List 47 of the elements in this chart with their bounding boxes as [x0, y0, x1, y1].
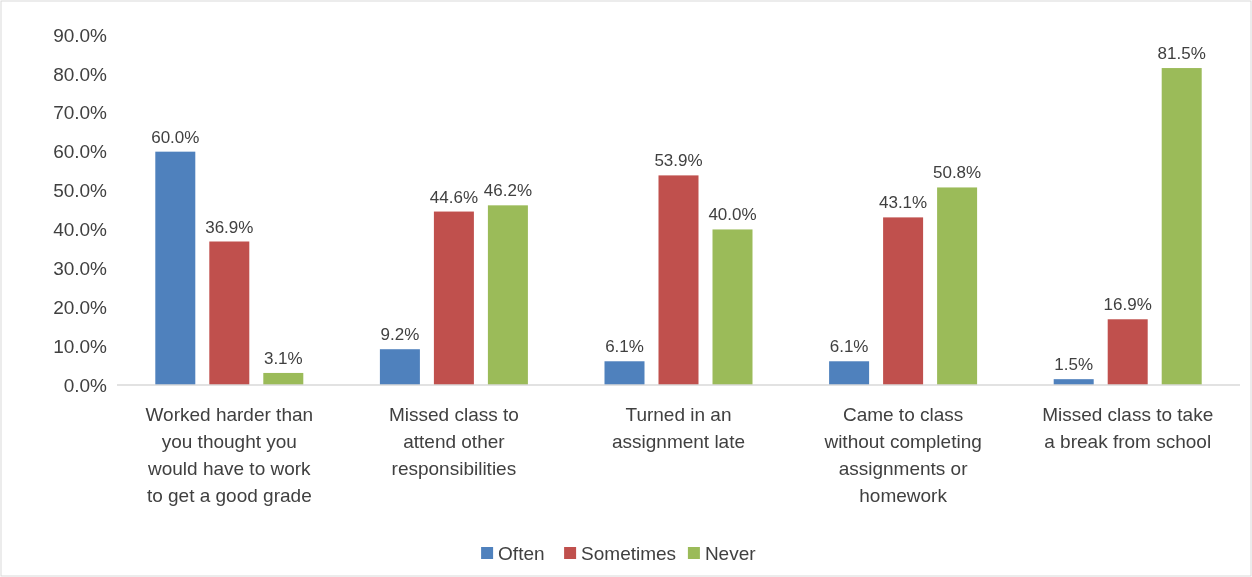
bar: [604, 361, 645, 385]
data-label: 44.6%: [429, 187, 478, 207]
y-tick-label: 60.0%: [53, 141, 108, 163]
legend-label: Often: [498, 542, 545, 564]
data-label: 60.0%: [151, 127, 200, 147]
data-label: 6.1%: [829, 337, 869, 357]
data-label: 16.9%: [1103, 295, 1152, 315]
bar: [829, 361, 870, 385]
bar: [487, 205, 528, 385]
bar: [155, 151, 196, 385]
x-tick-label: Worked harder than you thought you would have to work to get a good grade: [145, 404, 314, 506]
data-label: 46.2%: [483, 181, 532, 201]
bar: [1161, 68, 1202, 385]
data-label: 1.5%: [1054, 355, 1094, 375]
bar: [937, 187, 978, 385]
bar: [433, 211, 474, 385]
y-tick-label: 70.0%: [53, 102, 108, 124]
data-label: 6.1%: [605, 337, 644, 357]
data-label: 81.5%: [1157, 44, 1206, 64]
y-tick-label: 90.0%: [53, 24, 108, 46]
y-tick-label: 20.0%: [53, 296, 108, 318]
y-tick-label: 80.0%: [53, 63, 108, 85]
bar: [209, 241, 250, 385]
data-label: 43.1%: [879, 193, 928, 213]
x-tick-label: Turned in an assignment late: [611, 404, 746, 452]
bar: [658, 175, 699, 385]
x-tick-label: Came to class without completing assignments or homework: [823, 404, 982, 506]
data-label: 53.9%: [654, 151, 703, 171]
bar: [712, 229, 753, 385]
x-tick-label: Missed class to take a break from school: [1042, 404, 1214, 452]
y-tick-label: 10.0%: [53, 335, 108, 357]
data-label: 50.8%: [933, 163, 982, 183]
data-label: 9.2%: [380, 325, 420, 345]
y-tick-label: 40.0%: [53, 219, 108, 241]
x-tick-label: Missed class to attend other responsibilities: [388, 404, 519, 479]
y-tick-label: 50.0%: [53, 180, 108, 202]
bar: [379, 349, 420, 385]
data-label: 36.9%: [205, 217, 254, 237]
bar: [883, 217, 924, 385]
bar: [263, 372, 304, 385]
bar: [1107, 319, 1148, 385]
y-tick-label: 0.0%: [63, 374, 108, 396]
data-label: 40.0%: [708, 205, 757, 225]
data-label: 3.1%: [263, 348, 303, 368]
legend-label: Sometimes: [581, 542, 677, 564]
y-tick-label: 30.0%: [53, 257, 108, 279]
legend-label: Never: [704, 542, 757, 564]
